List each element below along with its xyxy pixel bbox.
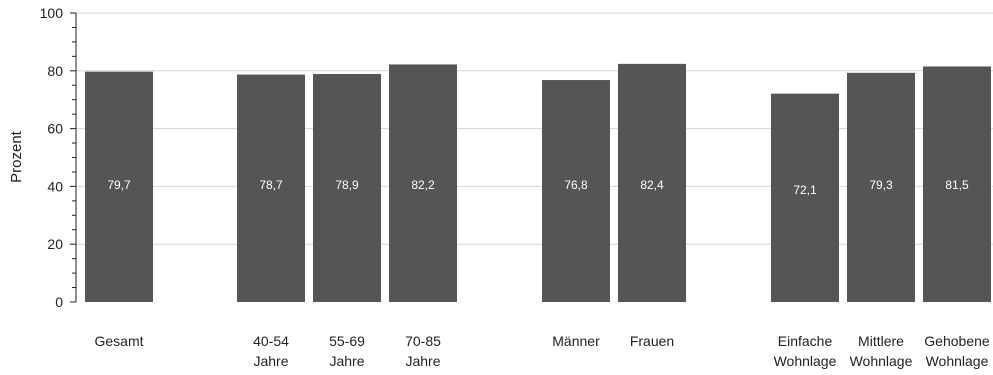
x-category-label: Wohnlage <box>774 353 837 369</box>
x-category-label: Männer <box>552 333 600 349</box>
x-category-label: Jahre <box>329 353 364 369</box>
bar-value-label: 78,7 <box>259 178 283 192</box>
bar-value-label: 82,2 <box>411 178 435 192</box>
y-tick-label: 20 <box>47 236 63 252</box>
bar <box>847 72 915 302</box>
bar-value-label: 72,1 <box>793 183 817 197</box>
x-category-label: 55-69 <box>329 333 365 349</box>
grid-lines <box>76 12 993 245</box>
bar-value-label: 82,4 <box>640 178 664 192</box>
bar <box>85 71 153 303</box>
bar <box>542 80 610 302</box>
x-category-label: 40-54 <box>253 333 289 349</box>
y-tick-label: 80 <box>47 63 63 79</box>
x-category-label: Jahre <box>253 353 288 369</box>
bar <box>237 74 305 302</box>
x-category-label: Einfache <box>778 333 833 349</box>
y-tick-label: 0 <box>55 294 63 310</box>
y-tick-label: 100 <box>40 5 64 21</box>
bar <box>313 73 381 302</box>
y-tick-label: 40 <box>47 178 63 194</box>
bar <box>389 64 457 302</box>
bar <box>923 66 991 302</box>
bar-value-label: 79,7 <box>107 178 131 192</box>
y-axis: 0 20 40 60 80 100 <box>40 5 77 310</box>
x-category-label: Frauen <box>630 333 674 349</box>
x-category-label: Wohnlage <box>850 353 913 369</box>
x-category-label: Jahre <box>405 353 440 369</box>
bar-value-label: 76,8 <box>564 178 588 192</box>
y-tick-label: 60 <box>47 121 63 137</box>
category-labels: Gesamt 40-54 Jahre 55-69 Jahre 70-85 Jahre Männ… <box>94 333 989 369</box>
bar-value-label: 81,5 <box>945 178 969 192</box>
x-category-label: Gehobene <box>924 333 990 349</box>
bar-value-label: 78,9 <box>335 178 359 192</box>
bar <box>771 93 839 302</box>
x-category-label: Mittlere <box>858 333 904 349</box>
bar-value-label: 79,3 <box>869 178 893 192</box>
y-axis-title: Prozent <box>8 130 25 183</box>
x-category-label: 70-85 <box>405 333 441 349</box>
bars: 79,7 78,7 78,9 82,2 76,8 82,4 72,1 79,3 81,5 <box>85 63 991 303</box>
bar <box>618 63 686 302</box>
x-category-label: Wohnlage <box>926 353 989 369</box>
x-category-label: Gesamt <box>94 333 143 349</box>
